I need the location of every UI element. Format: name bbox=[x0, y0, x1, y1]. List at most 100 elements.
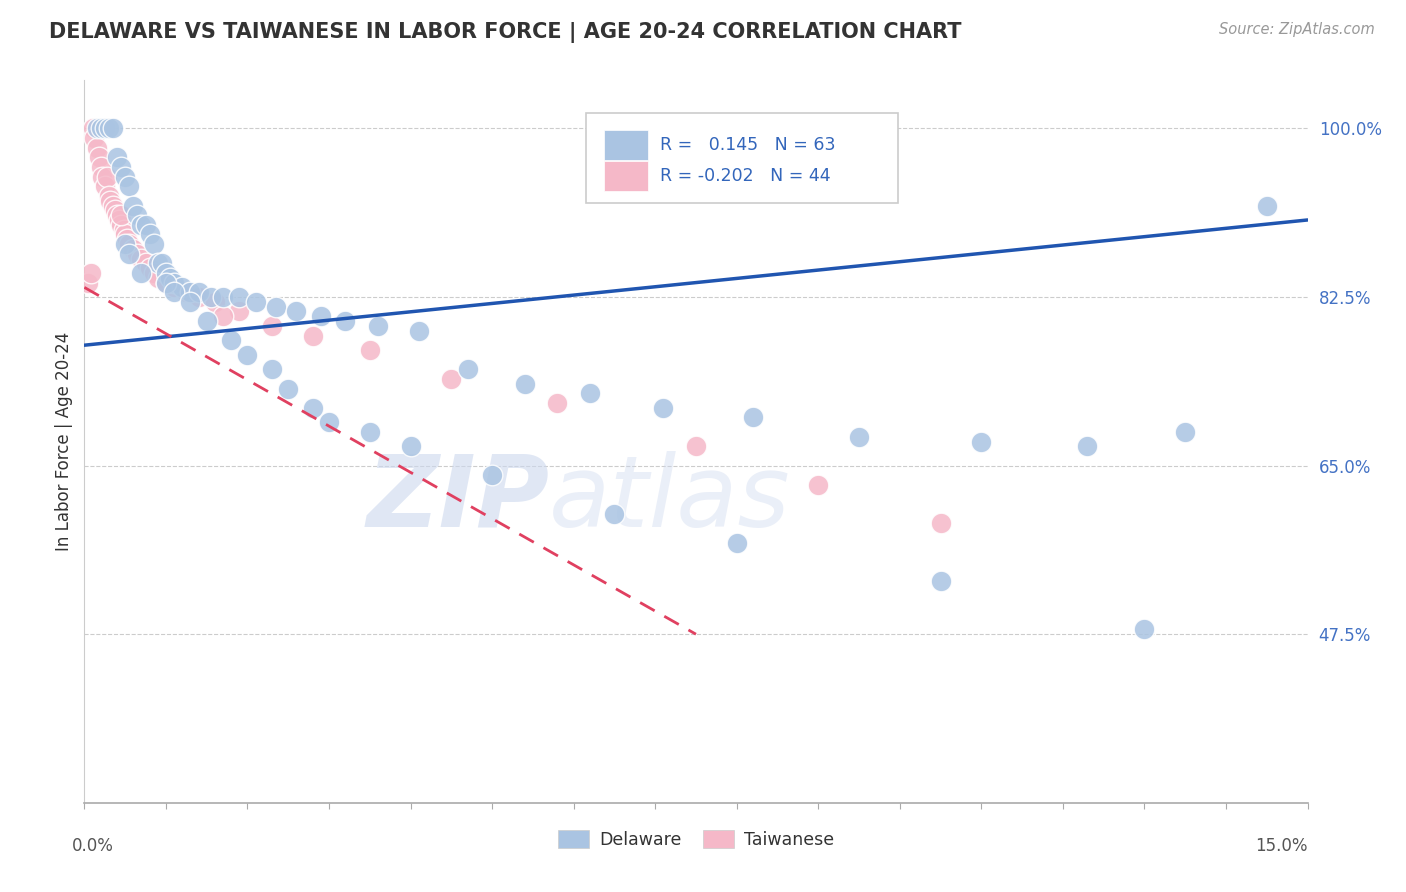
Text: R = -0.202   N = 44: R = -0.202 N = 44 bbox=[661, 167, 831, 186]
Point bbox=[86, 141, 108, 155]
Legend: Delaware, Taiwanese: Delaware, Taiwanese bbox=[551, 823, 841, 855]
Point bbox=[93, 179, 115, 194]
Point bbox=[187, 285, 209, 300]
Point bbox=[1174, 425, 1197, 439]
Point bbox=[115, 232, 138, 246]
Point bbox=[131, 252, 153, 266]
Y-axis label: In Labor Force | Age 20-24: In Labor Force | Age 20-24 bbox=[55, 332, 73, 551]
Point bbox=[146, 270, 169, 285]
Point bbox=[150, 256, 173, 270]
Point bbox=[101, 198, 124, 212]
Point bbox=[603, 507, 626, 521]
Point bbox=[155, 276, 177, 290]
Point bbox=[155, 266, 177, 280]
Point bbox=[179, 294, 201, 309]
Point bbox=[1256, 198, 1278, 212]
Point bbox=[86, 121, 108, 136]
Point bbox=[138, 227, 160, 242]
Point bbox=[652, 401, 675, 415]
Point bbox=[725, 535, 748, 549]
Point bbox=[187, 290, 209, 304]
Point bbox=[155, 276, 177, 290]
Point bbox=[131, 218, 153, 232]
Point bbox=[122, 242, 145, 256]
Point bbox=[513, 376, 536, 391]
Point bbox=[179, 285, 201, 300]
Point bbox=[105, 150, 128, 164]
Point bbox=[82, 121, 104, 136]
Point bbox=[107, 213, 129, 227]
Point bbox=[142, 237, 165, 252]
Point bbox=[93, 121, 115, 136]
Point bbox=[546, 396, 568, 410]
Point bbox=[142, 266, 165, 280]
Point bbox=[110, 218, 132, 232]
Point bbox=[408, 324, 430, 338]
Point bbox=[131, 266, 153, 280]
Point bbox=[118, 179, 141, 194]
Point bbox=[212, 310, 235, 324]
Point bbox=[110, 208, 132, 222]
Point bbox=[114, 169, 136, 184]
Text: 0.0%: 0.0% bbox=[72, 837, 114, 855]
Point bbox=[236, 348, 259, 362]
Point bbox=[83, 131, 105, 145]
FancyBboxPatch shape bbox=[605, 129, 648, 160]
Point bbox=[112, 222, 135, 236]
Point bbox=[101, 121, 124, 136]
Point bbox=[1076, 439, 1098, 453]
Point bbox=[335, 314, 357, 328]
Point bbox=[118, 246, 141, 260]
Point bbox=[212, 290, 235, 304]
Point bbox=[318, 415, 340, 429]
Text: R =   0.145   N = 63: R = 0.145 N = 63 bbox=[661, 136, 837, 153]
Point bbox=[96, 169, 118, 184]
Point bbox=[245, 294, 267, 309]
Point bbox=[204, 294, 226, 309]
Point bbox=[399, 439, 422, 453]
Point bbox=[114, 227, 136, 242]
Point bbox=[260, 318, 283, 333]
Point bbox=[163, 280, 186, 294]
Point bbox=[481, 468, 503, 483]
Text: DELAWARE VS TAIWANESE IN LABOR FORCE | AGE 20-24 CORRELATION CHART: DELAWARE VS TAIWANESE IN LABOR FORCE | A… bbox=[49, 22, 962, 44]
Point bbox=[90, 160, 112, 174]
Point bbox=[228, 304, 250, 318]
Point bbox=[163, 285, 186, 300]
Point bbox=[105, 208, 128, 222]
Point bbox=[285, 304, 308, 318]
Point bbox=[807, 478, 830, 492]
Text: 15.0%: 15.0% bbox=[1256, 837, 1308, 855]
Point bbox=[122, 198, 145, 212]
Point bbox=[457, 362, 479, 376]
Point bbox=[80, 266, 103, 280]
Point bbox=[195, 314, 218, 328]
Point bbox=[159, 270, 181, 285]
Point bbox=[929, 516, 952, 531]
Point bbox=[359, 343, 381, 357]
Point bbox=[309, 310, 332, 324]
Point bbox=[264, 300, 287, 314]
Point bbox=[100, 194, 122, 208]
Point bbox=[135, 218, 157, 232]
Point bbox=[579, 386, 602, 401]
Point bbox=[138, 261, 160, 276]
Point bbox=[301, 328, 323, 343]
Point bbox=[127, 246, 149, 260]
FancyBboxPatch shape bbox=[605, 161, 648, 192]
Point bbox=[97, 121, 120, 136]
Text: ZIP: ZIP bbox=[366, 450, 550, 548]
Point bbox=[219, 334, 242, 348]
Point bbox=[228, 290, 250, 304]
Text: Source: ZipAtlas.com: Source: ZipAtlas.com bbox=[1219, 22, 1375, 37]
Point bbox=[359, 425, 381, 439]
FancyBboxPatch shape bbox=[586, 112, 898, 203]
Point bbox=[970, 434, 993, 449]
Point bbox=[260, 362, 283, 376]
Point bbox=[440, 372, 463, 386]
Point bbox=[200, 290, 222, 304]
Point bbox=[77, 276, 100, 290]
Point bbox=[114, 237, 136, 252]
Point bbox=[172, 280, 194, 294]
Point bbox=[367, 318, 389, 333]
